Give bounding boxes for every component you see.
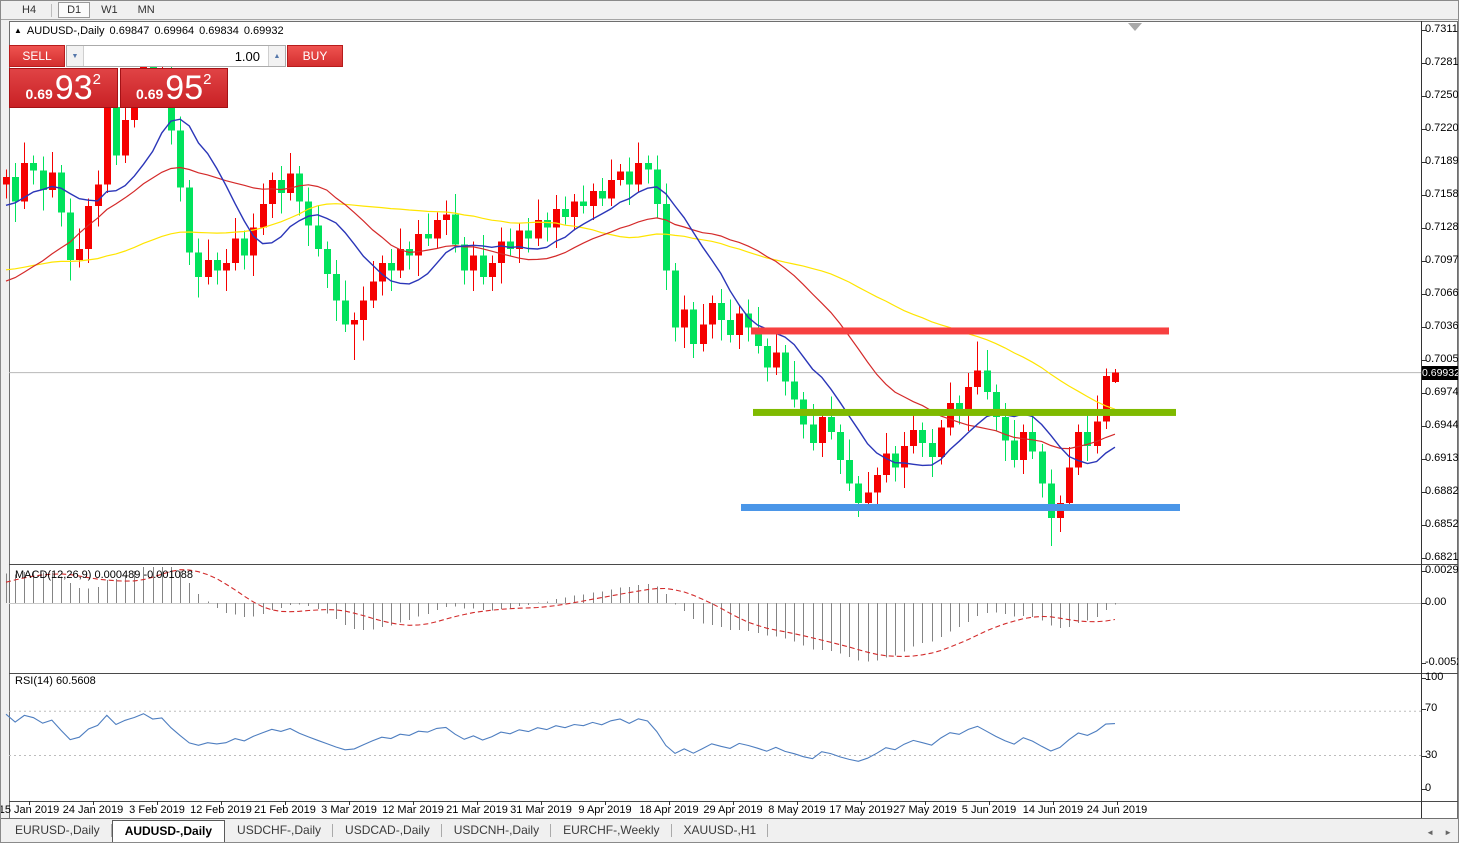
ohlc-close: 0.69932 — [243, 25, 284, 37]
macd-axis-label: 0.002984 — [1425, 564, 1459, 576]
sell-price-display[interactable]: 0.69 93 2 — [9, 68, 118, 108]
sell-price-prefix: 0.69 — [25, 86, 53, 102]
macd-indicator-label: MACD(12,26,9) 0.000489 -0.001088 — [15, 569, 193, 581]
date-axis-label: 24 Jun 2019 — [1086, 804, 1148, 816]
sell-price-sup: 2 — [92, 71, 101, 88]
price-axis-label: 0.69745 — [1425, 386, 1459, 398]
tab-scroll-right-icon[interactable]: ► — [1444, 828, 1452, 837]
volume-input[interactable] — [84, 46, 268, 66]
date-axis-label: 21 Feb 2019 — [254, 804, 316, 816]
date-axis-label: 17 May 2019 — [829, 804, 893, 816]
date-axis-label: 12 Mar 2019 — [382, 804, 444, 816]
sell-price-big: 93 — [54, 69, 93, 107]
tab-audusd-daily[interactable]: AUDUSD-,Daily — [111, 820, 226, 842]
date-axis-label: 14 Jun 2019 — [1022, 804, 1084, 816]
volume-spinner: ▼ ▲ — [66, 45, 286, 67]
date-axis-label: 3 Feb 2019 — [129, 804, 185, 816]
date-axis-label: 31 Mar 2019 — [510, 804, 572, 816]
tab-usdcad-daily[interactable]: USDCAD-,Daily — [333, 819, 442, 842]
price-axis-label: 0.71585 — [1425, 188, 1459, 200]
tab-eurusd-daily[interactable]: EURUSD-,Daily — [3, 819, 112, 842]
rsi-name: RSI(14) — [15, 675, 53, 687]
timeframe-toolbar: H4 D1 W1 MN — [1, 1, 1458, 20]
buy-price-prefix: 0.69 — [136, 86, 164, 102]
price-axis-label: 0.68825 — [1425, 485, 1459, 497]
ohlc-open: 0.69847 — [109, 25, 150, 37]
symbol-arrow-icon: ▲ — [14, 25, 22, 35]
timeframe-w1-button[interactable]: W1 — [101, 4, 118, 16]
timeframe-h4-button[interactable]: H4 — [22, 4, 37, 16]
price-axis-label: 0.73115 — [1425, 23, 1458, 35]
tab-eurchf-weekly[interactable]: EURCHF-,Weekly — [551, 819, 672, 842]
rsi-indicator-label: RSI(14) 60.5608 — [15, 675, 96, 687]
current-price-tag: 0.69932 — [1422, 366, 1459, 380]
buy-price-sup: 2 — [203, 71, 212, 88]
buy-button[interactable]: BUY — [287, 45, 343, 67]
date-axis-label: 18 Apr 2019 — [639, 804, 699, 816]
tab-xauusd-h1[interactable]: XAUUSD-,H1 — [672, 819, 769, 842]
rsi-axis-label: 30 — [1425, 749, 1438, 761]
rsi-value: 60.5608 — [55, 675, 96, 687]
date-axis-label: 15 Jan 2019 — [0, 804, 60, 816]
timeframe-mn-button[interactable]: MN — [137, 4, 155, 16]
rsi-axis-label: 100 — [1425, 671, 1444, 683]
date-axis-label: 5 Jun 2019 — [961, 804, 1017, 816]
chart-title: ▲ AUDUSD-,Daily 0.69847 0.69964 0.69834 0.699… — [14, 25, 284, 37]
macd-axis-label: 0.00 — [1425, 596, 1447, 608]
rsi-axis-label: 70 — [1425, 702, 1438, 714]
date-axis-label: 8 May 2019 — [768, 804, 826, 816]
chart-symbol-period: AUDUSD-,Daily — [26, 25, 105, 37]
toolbar-separator — [51, 3, 53, 17]
buy-price-display[interactable]: 0.69 95 2 — [119, 68, 228, 108]
macd-main-value: 0.000489 — [94, 569, 141, 581]
ohlc-low: 0.69834 — [199, 25, 239, 37]
tab-scroll-left-icon[interactable]: ◄ — [1426, 828, 1435, 837]
date-axis-label: 29 Apr 2019 — [703, 804, 763, 816]
ohlc-high: 0.69964 — [154, 25, 195, 37]
volume-down-icon[interactable]: ▼ — [67, 46, 84, 66]
tab-usdchf-daily[interactable]: USDCHF-,Daily — [225, 819, 334, 842]
price-axis-label: 0.72505 — [1425, 89, 1459, 101]
date-axis-label: 3 Mar 2019 — [321, 804, 377, 816]
date-axis-label: 21 Mar 2019 — [446, 804, 508, 816]
volume-up-icon[interactable]: ▲ — [268, 46, 285, 66]
date-axis-label: 9 Apr 2019 — [578, 804, 632, 816]
timeframe-d1-button[interactable]: D1 — [58, 2, 91, 18]
price-axis-label: 0.70665 — [1425, 287, 1459, 299]
macd-signal-value: -0.001088 — [143, 569, 193, 581]
symbol-tab-bar: EURUSD-,Daily AUDUSD-,Daily USDCHF-,Dail… — [1, 818, 1458, 842]
tab-usdcnh-daily[interactable]: USDCNH-,Daily — [442, 819, 552, 842]
date-axis-label: 27 May 2019 — [893, 804, 957, 816]
date-axis-label: 24 Jan 2019 — [62, 804, 124, 816]
macd-axis-label: -0.00525 — [1425, 656, 1458, 668]
sell-button[interactable]: SELL — [9, 45, 65, 67]
rsi-axis-label: 0 — [1425, 782, 1432, 794]
date-axis-label: 12 Feb 2019 — [190, 804, 252, 816]
buy-price-big: 95 — [165, 69, 204, 107]
macd-name: MACD(12,26,9) — [15, 569, 92, 581]
